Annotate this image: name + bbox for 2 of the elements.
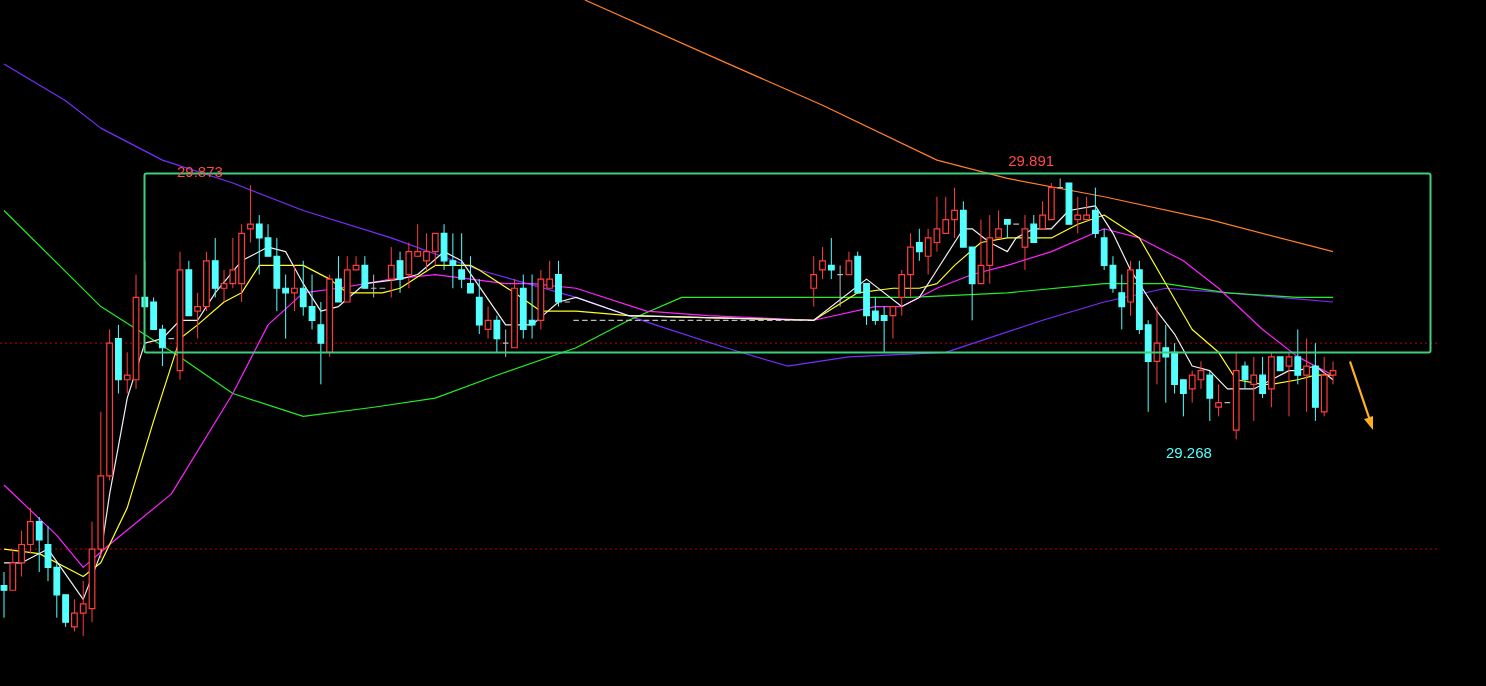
annotation: 29.891 xyxy=(1008,152,1055,170)
annotation: 29.268 xyxy=(1166,444,1212,461)
